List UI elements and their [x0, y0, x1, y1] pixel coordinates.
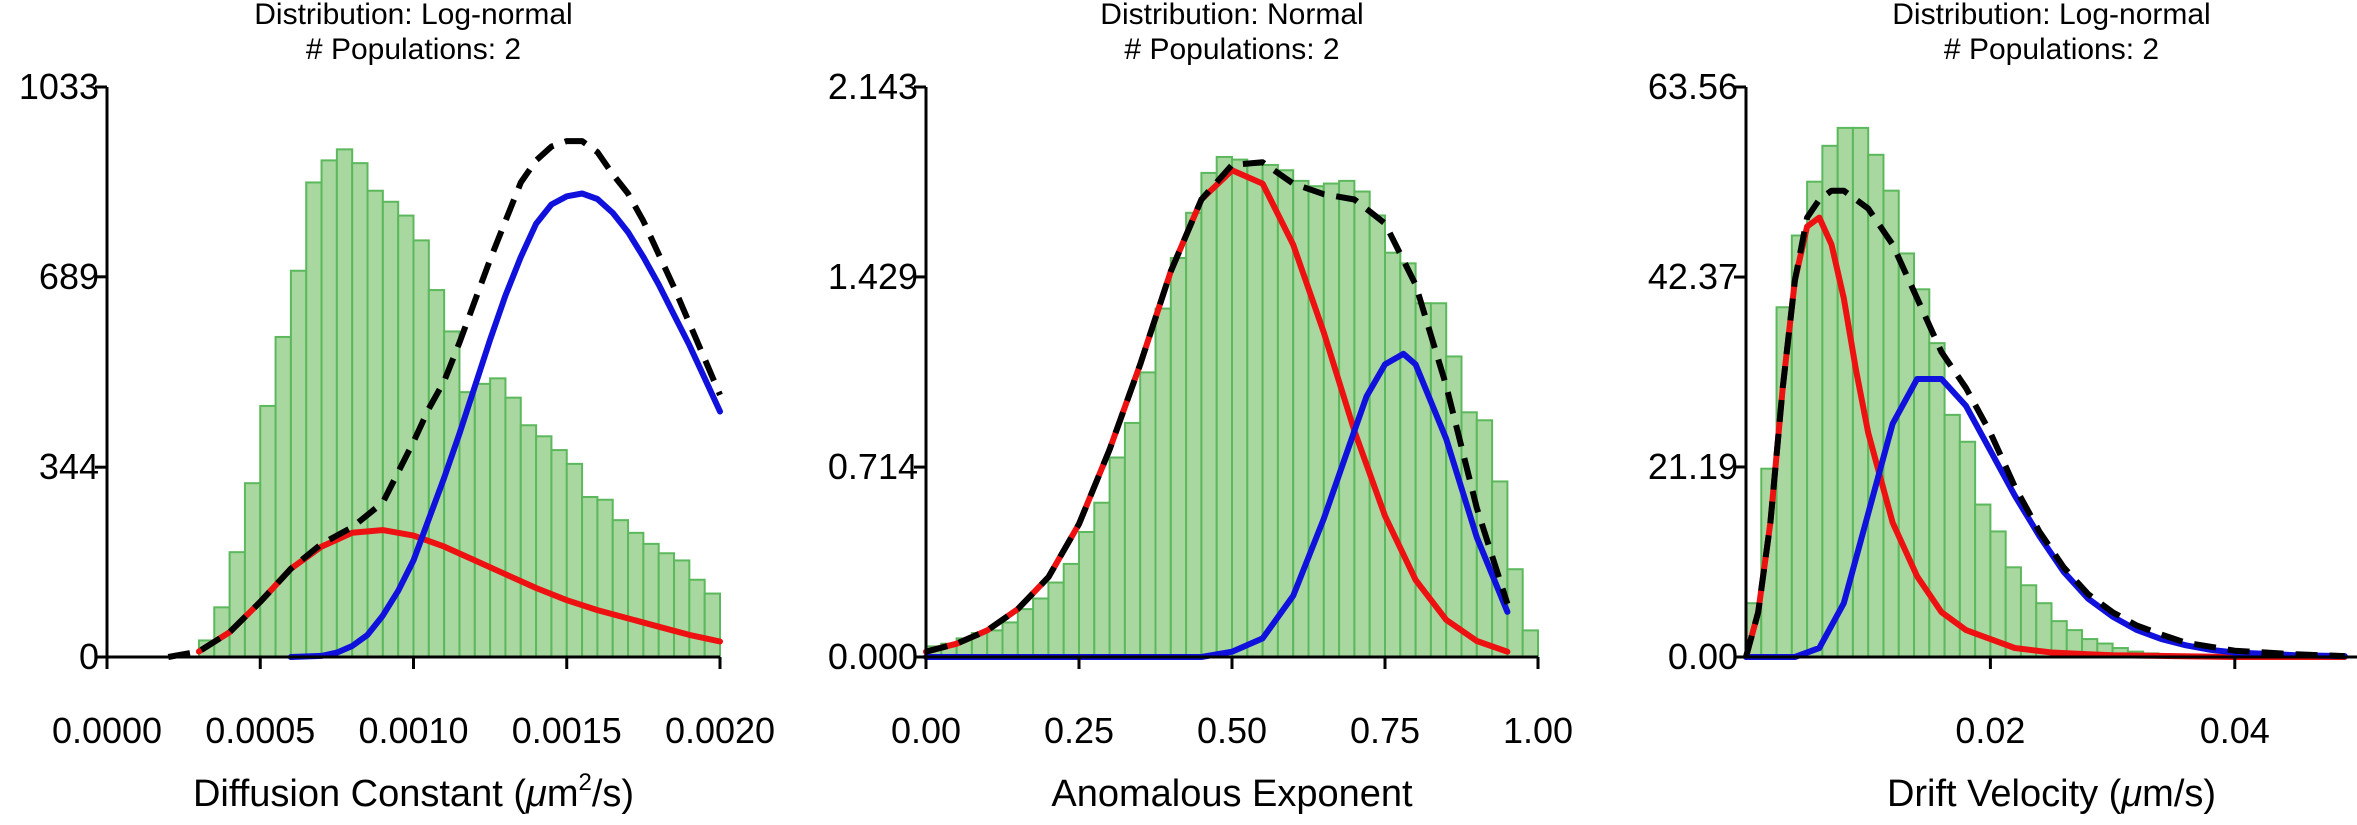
histogram-bar: [689, 580, 704, 657]
y-tick-label: 344: [39, 446, 99, 487]
y-tick-label: 0.714: [828, 446, 918, 487]
histogram-bar: [505, 398, 520, 657]
x-tick-label: 0.0020: [665, 710, 775, 751]
histogram-bar: [613, 520, 628, 657]
chart-title-line: Distribution: Log-normal: [1892, 0, 2210, 31]
chart-title-line: Distribution: Normal: [1100, 0, 1363, 31]
x-axis-label: Drift Velocity (μm/s): [1887, 773, 2216, 815]
histogram-bar: [337, 149, 352, 657]
histogram-bar: [1247, 165, 1262, 657]
histogram-bar: [643, 544, 658, 657]
histogram-bar: [383, 202, 398, 657]
histogram-bar: [1385, 253, 1400, 657]
histogram-bar: [1156, 309, 1171, 657]
histogram-bar: [1018, 609, 1033, 657]
y-tick-label: 21.19: [1648, 446, 1738, 487]
histogram-bar: [1523, 630, 1538, 657]
x-tick-label: 0.04: [2200, 710, 2270, 751]
histogram-bar: [1079, 532, 1094, 657]
histogram-bar: [260, 406, 275, 657]
histogram-bar: [1324, 184, 1339, 657]
histogram-bar: [1064, 564, 1079, 657]
chart-panel-3: 0.00 21.19 42.37 63.56 0.02 0.04 Distribution:…: [1648, 0, 2357, 815]
histogram-bar: [1033, 598, 1048, 657]
x-tick-label: 0.50: [1197, 710, 1267, 751]
histogram-bar: [1003, 622, 1018, 657]
histogram-bar: [567, 464, 582, 657]
x-tick-label: 0.0015: [512, 710, 622, 751]
histogram-bar: [230, 552, 245, 657]
histogram-bar: [1914, 289, 1929, 657]
histogram-bar: [1140, 372, 1155, 657]
x-tick-label: 0.02: [1955, 710, 2025, 751]
histogram-bar: [628, 533, 643, 657]
y-tick-label: 1.429: [828, 256, 918, 297]
histogram-bar: [1309, 186, 1324, 657]
histogram-bar: [582, 497, 597, 657]
histogram-bar: [276, 337, 291, 657]
histogram-bar: [1370, 215, 1385, 657]
chart-title-line: # Populations: 2: [1944, 33, 2159, 66]
x-axis-label: Anomalous Exponent: [1051, 773, 1413, 815]
histogram-bar: [414, 240, 429, 657]
histogram-bar: [597, 500, 612, 657]
y-tick-label: 42.37: [1648, 256, 1738, 297]
histogram-bar: [1201, 173, 1216, 657]
x-tick-label: 0.0010: [358, 710, 468, 751]
histogram-bar: [1125, 423, 1140, 657]
histogram-bar: [1263, 165, 1278, 657]
y-tick-label: 63.56: [1648, 66, 1738, 107]
x-tick-label: 0.75: [1350, 710, 1420, 751]
histogram-bar: [536, 436, 551, 657]
y-tick-label: 689: [39, 256, 99, 297]
histogram-bar: [705, 594, 720, 657]
y-tick-label: 0.00: [1668, 636, 1738, 677]
y-tick-label: 2.143: [828, 66, 918, 107]
x-tick-label: 1.00: [1503, 710, 1573, 751]
chart-title-line: # Populations: 2: [306, 33, 521, 66]
histogram-bar: [551, 450, 566, 657]
chart-panel-1: 0 344 689 1033 0.0000 0.0005 0.0010 0.0015 0.002…: [19, 0, 775, 815]
histogram-bar: [1048, 583, 1063, 657]
histogram-bar: [674, 560, 689, 657]
histogram-bar: [322, 160, 337, 657]
histogram-bar: [1110, 458, 1125, 657]
histogram-bar: [306, 182, 321, 657]
chart-panel-2: 0.000 0.714 1.429 2.143 0.00 0.25 0.50 0.75 1.00…: [828, 0, 1573, 815]
histogram-bar: [521, 425, 536, 657]
histogram-bar: [490, 378, 505, 657]
x-tick-label: 0.0000: [52, 710, 162, 751]
histogram-bar: [987, 630, 1002, 657]
histogram-bar: [475, 384, 490, 657]
histogram-bar: [1400, 263, 1415, 657]
histogram-bars: [926, 157, 1538, 657]
histogram-bar: [1171, 258, 1186, 657]
x-axis-label: Diffusion Constant (μm2/s): [193, 769, 634, 815]
histogram-bar: [368, 191, 383, 657]
x-tick-label: 0.25: [1044, 710, 1114, 751]
histogram-bar: [1186, 213, 1201, 657]
y-tick-label: 0: [79, 636, 99, 677]
y-tick-label: 1033: [19, 66, 99, 107]
histogram-bar: [444, 331, 459, 657]
histogram-bar: [1217, 157, 1232, 657]
chart-title-line: # Populations: 2: [1124, 33, 1339, 66]
x-tick-label: 0.0005: [205, 710, 315, 751]
histogram-bar: [1807, 182, 1822, 657]
chart-title-line: Distribution: Log-normal: [254, 0, 572, 31]
histogram-bar: [659, 553, 674, 657]
histogram-bar: [245, 483, 260, 657]
histogram-bar: [291, 271, 306, 657]
histogram-bar: [1899, 253, 1914, 657]
histogram-bar: [429, 290, 444, 657]
histogram-bar: [1232, 160, 1247, 657]
histogram-bar: [352, 163, 367, 657]
y-tick-label: 0.000: [828, 636, 918, 677]
x-tick-label: 0.00: [891, 710, 961, 751]
histogram-bar: [1094, 503, 1109, 657]
histogram-bar: [1416, 303, 1431, 657]
